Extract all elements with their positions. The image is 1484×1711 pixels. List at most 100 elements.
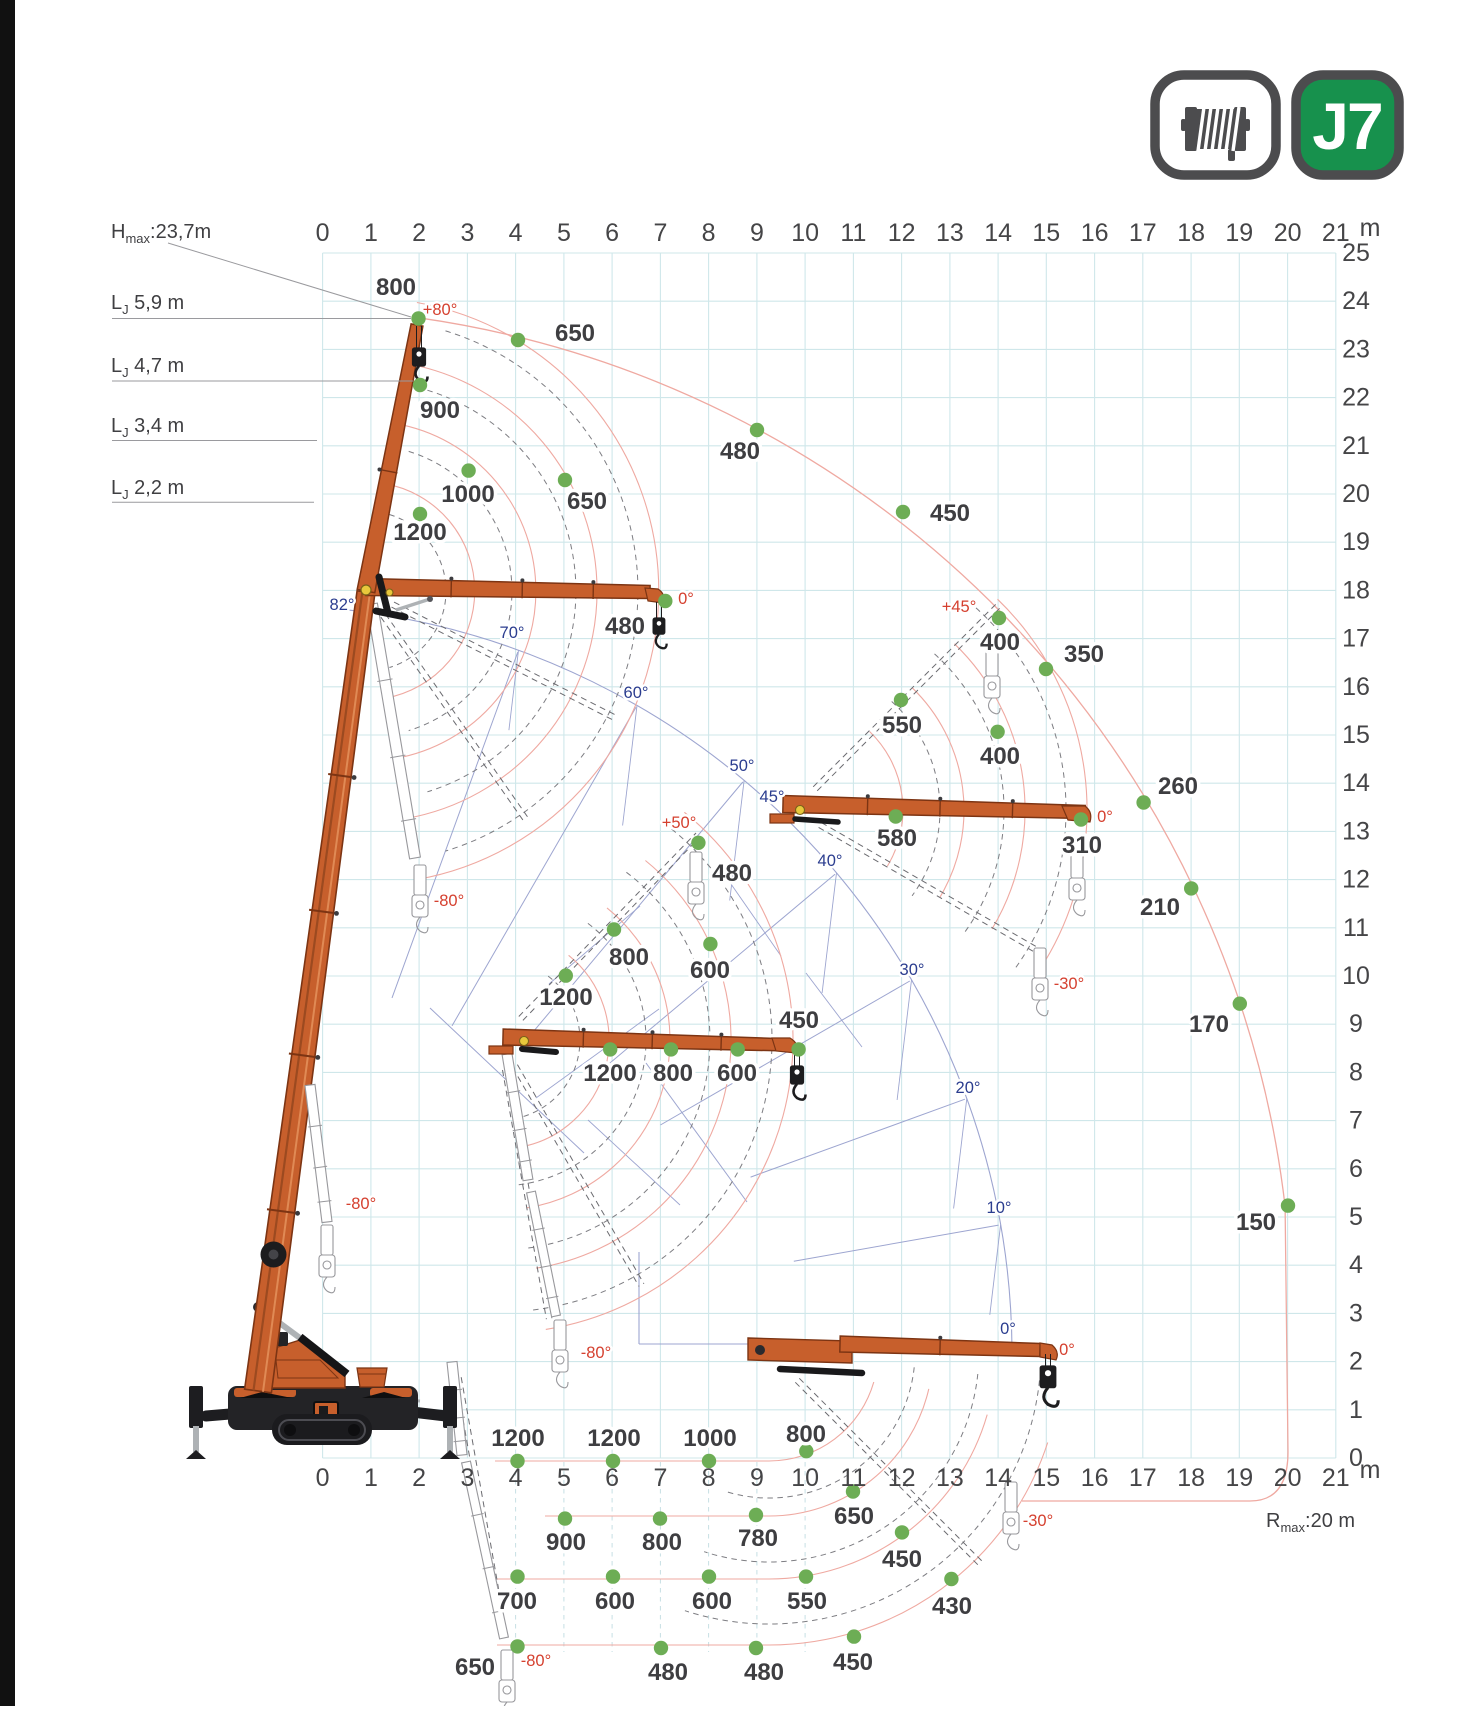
svg-text:5: 5 (557, 219, 571, 247)
svg-text:m: m (1360, 1456, 1381, 1484)
svg-text:600: 600 (717, 1060, 757, 1087)
svg-text:400: 400 (980, 629, 1020, 656)
svg-text:4: 4 (509, 219, 523, 247)
svg-text:13: 13 (936, 1464, 964, 1492)
svg-text:550: 550 (787, 1588, 827, 1615)
svg-text:450: 450 (833, 1649, 873, 1676)
svg-text:11: 11 (840, 1464, 866, 1492)
svg-text:8: 8 (1349, 1058, 1363, 1086)
svg-text:40°: 40° (818, 852, 843, 870)
svg-text:10: 10 (1342, 962, 1370, 990)
svg-text:800: 800 (642, 1529, 682, 1556)
svg-text:30°: 30° (900, 961, 925, 979)
svg-text:800: 800 (609, 944, 649, 971)
svg-text:6: 6 (605, 1464, 619, 1492)
svg-text:650: 650 (834, 1503, 874, 1530)
svg-text:82°: 82° (330, 596, 355, 614)
svg-text:+80°: +80° (423, 301, 458, 319)
svg-text:650: 650 (567, 488, 607, 515)
svg-text:20: 20 (1274, 219, 1302, 247)
svg-text:1: 1 (364, 219, 378, 247)
svg-text:3: 3 (1349, 1299, 1363, 1327)
svg-text:480: 480 (744, 1659, 784, 1686)
svg-text:8: 8 (702, 1464, 716, 1492)
svg-text:16: 16 (1081, 1464, 1109, 1492)
svg-text:13: 13 (936, 219, 964, 247)
svg-text:10: 10 (791, 219, 819, 247)
svg-text:430: 430 (932, 1593, 972, 1620)
svg-text:7: 7 (653, 219, 667, 247)
svg-text:310: 310 (1062, 832, 1102, 859)
svg-text:170: 170 (1189, 1011, 1229, 1038)
svg-text:15: 15 (1032, 219, 1060, 247)
svg-text:17: 17 (1129, 219, 1157, 247)
svg-text:480: 480 (648, 1659, 688, 1686)
svg-text:2: 2 (1349, 1348, 1363, 1376)
svg-text:480: 480 (712, 860, 752, 887)
svg-text:9: 9 (750, 219, 764, 247)
svg-text:0: 0 (316, 1464, 330, 1492)
svg-text:10: 10 (791, 1464, 819, 1492)
svg-text:5: 5 (557, 1464, 571, 1492)
svg-text:6: 6 (605, 219, 619, 247)
svg-text:LJ 3,4 m: LJ 3,4 m (111, 415, 184, 440)
svg-text:24: 24 (1342, 287, 1370, 315)
svg-text:-30°: -30° (1023, 1512, 1053, 1530)
svg-text:550: 550 (882, 712, 922, 739)
svg-text:LJ 2,2 m: LJ 2,2 m (111, 477, 184, 502)
svg-text:15: 15 (1342, 721, 1370, 749)
svg-text:3: 3 (460, 1464, 474, 1492)
svg-text:21: 21 (1342, 432, 1370, 460)
svg-text:480: 480 (605, 613, 645, 640)
svg-text:6: 6 (1349, 1155, 1363, 1183)
svg-text:5: 5 (1349, 1203, 1363, 1231)
svg-text:150: 150 (1236, 1209, 1276, 1236)
svg-text:10°: 10° (987, 1199, 1012, 1217)
svg-text:7: 7 (653, 1464, 667, 1492)
svg-text:9: 9 (1349, 1010, 1363, 1038)
svg-text:450: 450 (779, 1007, 819, 1034)
svg-text:+45°: +45° (942, 598, 977, 616)
svg-text:11: 11 (840, 219, 866, 247)
svg-text:210: 210 (1140, 894, 1180, 921)
svg-text:-80°: -80° (581, 1344, 611, 1362)
svg-text:19: 19 (1225, 219, 1253, 247)
svg-text:600: 600 (690, 957, 730, 984)
svg-text:20: 20 (1342, 480, 1370, 508)
svg-text:450: 450 (882, 1546, 922, 1573)
svg-text:650: 650 (555, 320, 595, 347)
svg-text:1000: 1000 (683, 1425, 736, 1452)
svg-text:1200: 1200 (539, 984, 592, 1011)
svg-text:12: 12 (1342, 866, 1370, 894)
svg-text:800: 800 (653, 1060, 693, 1087)
svg-text:3: 3 (460, 219, 474, 247)
svg-text:18: 18 (1177, 219, 1205, 247)
svg-text:-80°: -80° (434, 892, 464, 910)
svg-text:12: 12 (888, 1464, 916, 1492)
svg-text:16: 16 (1081, 219, 1109, 247)
svg-text:22: 22 (1342, 384, 1370, 412)
svg-text:2: 2 (412, 219, 426, 247)
svg-text:0°: 0° (1059, 1341, 1075, 1359)
svg-text:900: 900 (546, 1529, 586, 1556)
svg-text:18: 18 (1342, 576, 1370, 604)
svg-text:70°: 70° (500, 624, 525, 642)
svg-text:14: 14 (984, 1464, 1012, 1492)
svg-text:1200: 1200 (393, 519, 446, 546)
svg-text:400: 400 (980, 743, 1020, 770)
svg-text:650: 650 (455, 1654, 495, 1681)
svg-text:m: m (1360, 214, 1381, 242)
svg-text:-80°: -80° (521, 1652, 551, 1670)
svg-text:-80°: -80° (346, 1195, 376, 1213)
svg-text:14: 14 (1342, 769, 1370, 797)
svg-text:260: 260 (1158, 773, 1198, 800)
svg-text:4: 4 (509, 1464, 523, 1492)
svg-text:12: 12 (888, 219, 916, 247)
svg-text:60°: 60° (624, 684, 649, 702)
svg-text:13: 13 (1342, 817, 1370, 845)
svg-text:Rmax:20 m: Rmax:20 m (1266, 1510, 1355, 1535)
svg-text:0°: 0° (678, 590, 694, 608)
svg-text:480: 480 (720, 438, 760, 465)
svg-text:800: 800 (376, 274, 416, 301)
svg-text:19: 19 (1342, 528, 1370, 556)
